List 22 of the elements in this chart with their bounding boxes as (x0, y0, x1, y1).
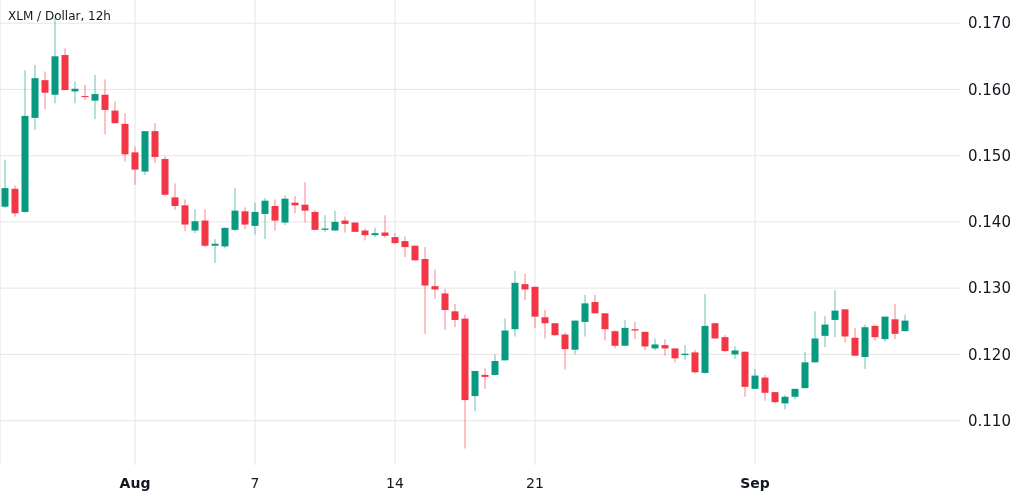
y-tick-label: 0.150 (968, 146, 1011, 165)
x-tick-label: Aug (119, 475, 151, 491)
candlestick (391, 232, 399, 245)
candlestick (661, 338, 669, 357)
x-tick-label: Sep (740, 475, 770, 491)
candlestick (81, 84, 89, 101)
candlestick (631, 321, 639, 340)
text: XLM / Dollar, 12h (8, 9, 111, 23)
x-tick-label: 7 (250, 475, 260, 491)
y-tick-label: 0.130 (968, 279, 1011, 298)
y-tick-label: 0.140 (968, 213, 1011, 232)
candlestick (781, 394, 789, 410)
candlestick (371, 227, 379, 238)
y-tick-label: 0.110 (968, 411, 1011, 430)
y-tick-label: 0.120 (968, 345, 1011, 364)
x-tick-label: 14 (386, 475, 404, 491)
candlestick (341, 216, 349, 233)
x-tick-label: 21 (526, 475, 544, 491)
y-tick-label: 0.170 (968, 14, 1011, 33)
candlestick (731, 345, 739, 360)
y-tick-label: 0.160 (968, 80, 1011, 99)
candlestick (651, 337, 659, 351)
